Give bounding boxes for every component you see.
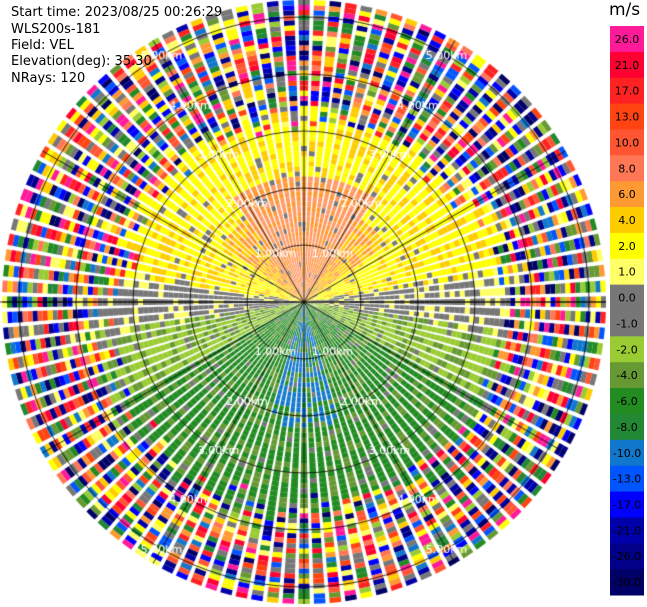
- colorbar-swatch: [610, 232, 644, 260]
- colorbar-swatch: [610, 439, 644, 467]
- colorbar-tick-label: -26.0: [613, 550, 641, 563]
- colorbar-swatch: [610, 362, 644, 389]
- colorbar-swatch: [610, 413, 644, 441]
- colorbar-swatch: [610, 103, 644, 130]
- colorbar-tick-label: 4.0: [618, 214, 636, 227]
- colorbar-swatch: [610, 26, 644, 53]
- colorbar-tick-label: 26.0: [615, 33, 640, 46]
- colorbar-swatch: [610, 336, 644, 363]
- colorbar-tick-label: -13.0: [613, 473, 641, 486]
- colorbar-tick-label: 2.0: [618, 240, 636, 253]
- colorbar-swatch: [610, 388, 644, 415]
- start-time-label: Start time: 2023/08/25 00:26:29: [11, 5, 223, 20]
- colorbar-swatch: [610, 129, 644, 156]
- colorbar-unit: m/s: [609, 0, 641, 20]
- colorbar-tick-label: -21.0: [613, 524, 641, 537]
- colorbar-tick-label: -6.0: [616, 395, 637, 408]
- colorbar-tick-label: 8.0: [618, 162, 636, 175]
- nrays-label: NRays: 120: [11, 71, 86, 86]
- colorbar-swatch: [610, 207, 644, 234]
- colorbar-tick-label: -4.0: [616, 369, 637, 382]
- colorbar-tick-label: 1.0: [618, 266, 636, 279]
- colorbar-tick-label: 13.0: [615, 111, 640, 124]
- colorbar-tick-label: -2.0: [616, 343, 637, 356]
- field-label: Field: VEL: [11, 38, 74, 53]
- colorbar-swatch: [610, 51, 644, 79]
- colorbar-tick-label: 6.0: [618, 188, 636, 201]
- colorbar-swatch: [610, 569, 644, 596]
- colorbar-tick-label: 0.0: [618, 292, 636, 305]
- colorbar-swatch: [610, 491, 644, 518]
- colorbar-tick-label: -30.0: [613, 576, 641, 589]
- colorbar-swatch: [610, 543, 644, 570]
- colorbar-tick-label: 10.0: [615, 136, 640, 149]
- colorbar-swatch: [610, 155, 644, 182]
- colorbar-swatch: [610, 517, 644, 544]
- colorbar-tick-label: -10.0: [613, 447, 641, 460]
- colorbar-tick-label: -8.0: [616, 421, 637, 434]
- colorbar-swatch: [610, 310, 644, 337]
- colorbar-tick-label: -1.0: [616, 317, 637, 330]
- colorbar-swatch: [610, 284, 644, 311]
- colorbar-tick-label: -17.0: [613, 498, 641, 511]
- colorbar-tick-label: 21.0: [615, 59, 640, 72]
- colorbar-swatch: [610, 77, 644, 105]
- colorbar-swatch: [610, 465, 644, 493]
- instrument-label: WLS200s-181: [11, 22, 101, 37]
- colorbar-swatch: [610, 181, 644, 208]
- elevation-label: Elevation(deg): 35.30: [11, 54, 152, 69]
- colorbar-swatch: [610, 258, 644, 286]
- colorbar-tick-label: 17.0: [615, 85, 640, 98]
